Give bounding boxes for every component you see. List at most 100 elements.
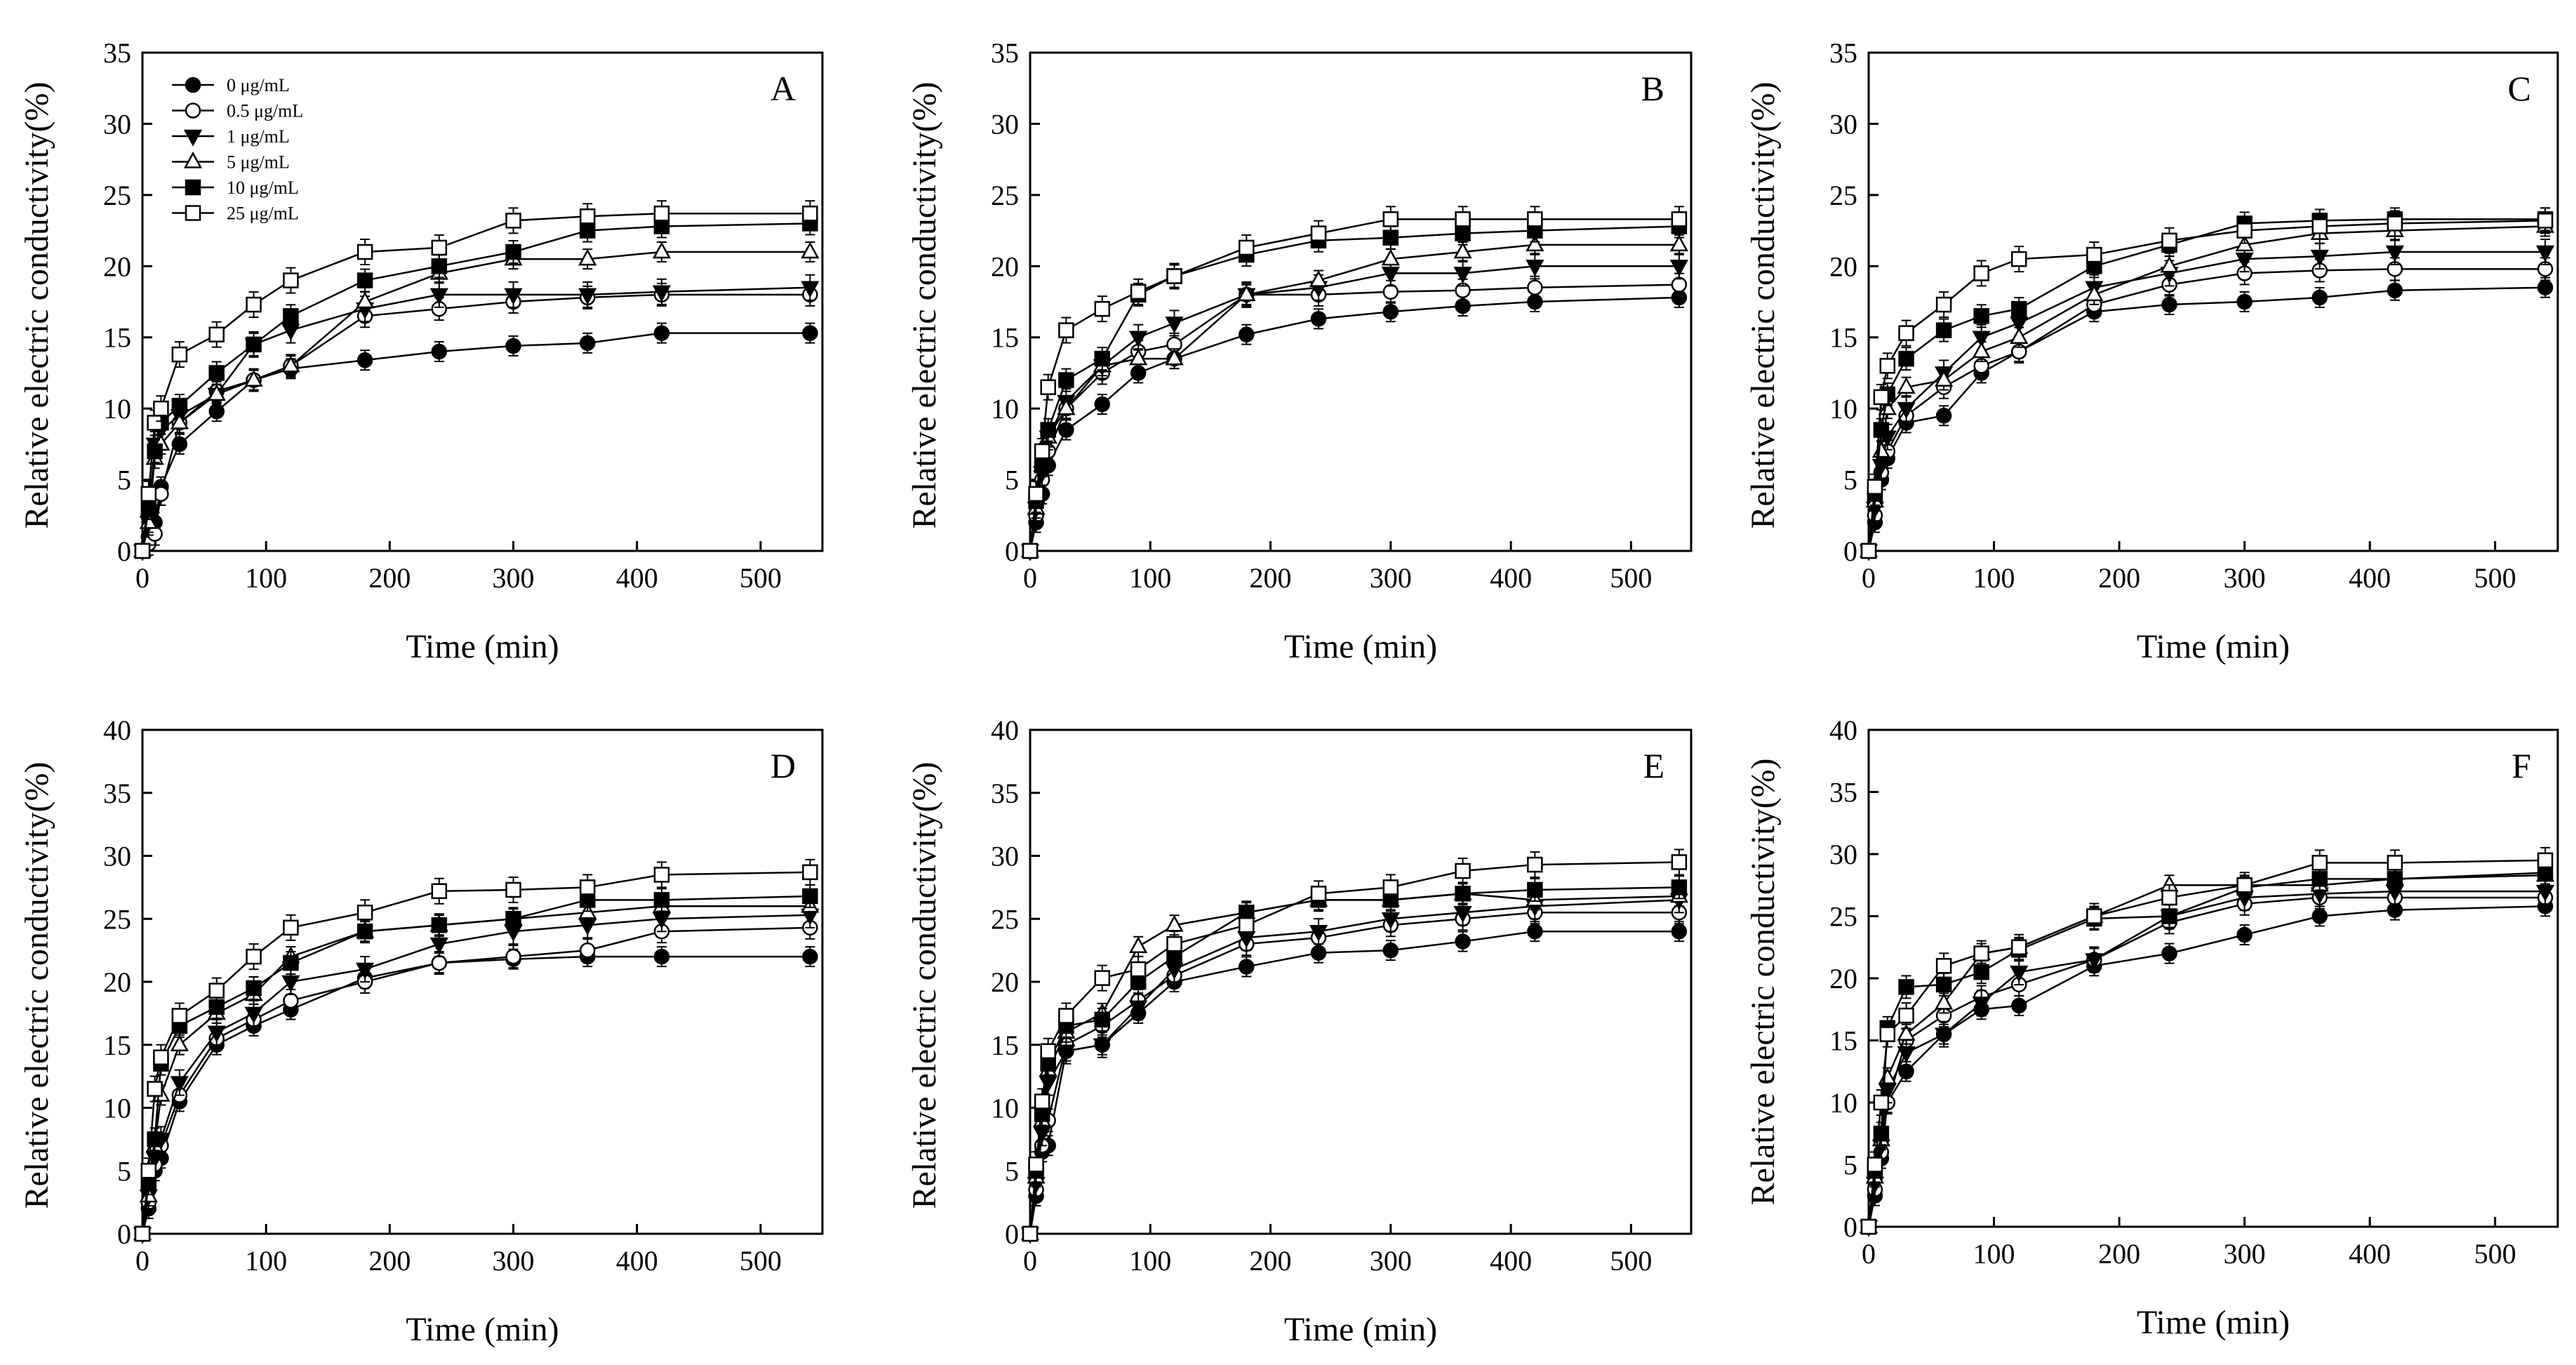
y-tick-label: 25: [1829, 901, 1857, 933]
data-point: [1058, 1008, 1074, 1024]
y-axis-label: Relative electric conductivity(%): [18, 81, 55, 528]
data-point: [431, 258, 448, 274]
series-line: [1867, 905, 2546, 1227]
data-point: [1382, 211, 1399, 227]
legend-marker: [185, 205, 201, 221]
data-point: [1879, 358, 1896, 374]
legend: 0 μg/mL 0.5 μg/mL 1 μg/mL 5 μg/mL 10 μg/mL 25…: [172, 75, 303, 224]
data-point: [2085, 953, 2104, 971]
data-point: [1455, 863, 1471, 879]
x-axis-label: Time (min): [1284, 628, 1437, 665]
y-tick-label: 25: [991, 903, 1019, 935]
legend-entry: 5 μg/mL: [227, 152, 290, 173]
data-point: [1022, 1225, 1039, 1242]
data-point: [1094, 350, 1111, 367]
series-line: [141, 926, 810, 1234]
plot-frame: [141, 728, 824, 1235]
panel-label: D: [770, 746, 796, 785]
data-point: [246, 980, 262, 997]
x-axis-label: Time (min): [406, 1311, 559, 1348]
panel-label: C: [2508, 69, 2531, 108]
data-point: [1382, 942, 1399, 959]
y-tick-label: 15: [1829, 1025, 1857, 1057]
data-point: [1879, 1026, 1896, 1042]
data-point: [580, 879, 596, 895]
data-point: [140, 1163, 157, 1179]
data-point: [244, 1006, 263, 1024]
series-line: [1029, 284, 1679, 552]
data-point: [1129, 1000, 1148, 1018]
data-point: [1034, 443, 1050, 460]
data-point: [653, 867, 670, 883]
data-point: [170, 412, 189, 430]
data-point: [2537, 852, 2554, 869]
y-tick-label: 30: [1829, 839, 1857, 870]
data-point: [504, 288, 523, 305]
data-point: [2011, 300, 2027, 317]
data-point: [652, 241, 672, 259]
series-0: [1860, 895, 2554, 1235]
data-point: [1867, 1157, 1883, 1173]
y-tick-label: 35: [103, 37, 131, 69]
data-point: [1898, 1007, 1914, 1024]
data-point: [1526, 234, 1544, 252]
data-point: [356, 962, 375, 980]
data-point: [2387, 215, 2403, 232]
series-0: [1860, 277, 2554, 559]
data-point: [246, 336, 262, 353]
series-line: [1867, 874, 2546, 1227]
y-axis-label: Relative electric conductivity(%): [906, 81, 943, 528]
y-tick-label: 25: [103, 903, 131, 935]
series-2: [1859, 878, 2555, 1237]
data-point: [1671, 923, 1688, 940]
data-point: [1310, 886, 1327, 902]
data-point: [2011, 939, 2027, 955]
data-point: [1239, 959, 1255, 975]
data-point: [283, 992, 299, 1009]
data-point: [1093, 1038, 1112, 1056]
data-point: [2086, 246, 2102, 263]
data-point: [1671, 854, 1688, 870]
series-3: [1859, 865, 2555, 1234]
data-point: [356, 352, 373, 368]
x-tick-label: 0: [135, 562, 149, 594]
data-point: [653, 205, 670, 222]
y-tick-label: 20: [1829, 963, 1857, 994]
y-tick-label: 20: [991, 966, 1019, 998]
y-tick-label: 30: [991, 108, 1019, 140]
x-tick-label: 100: [245, 1245, 287, 1277]
data-point: [653, 948, 670, 965]
data-point: [1973, 945, 1989, 961]
y-tick-label: 0: [117, 535, 131, 567]
series-line: [141, 332, 810, 552]
data-point: [802, 205, 818, 222]
data-point: [578, 248, 597, 266]
series-2: [1020, 886, 1688, 1244]
series-line: [141, 871, 810, 1234]
x-tick-label: 500: [740, 1245, 782, 1277]
data-point: [2236, 222, 2253, 239]
x-axis-label: Time (min): [2137, 628, 2290, 665]
y-tick-label: 15: [991, 322, 1019, 354]
x-tick-label: 200: [2098, 562, 2140, 594]
data-point: [2387, 282, 2403, 299]
data-point: [2311, 289, 2328, 306]
y-tick-label: 10: [1829, 1087, 1857, 1119]
legend-entry: 25 μg/mL: [227, 204, 299, 224]
data-point: [1094, 396, 1111, 413]
data-point: [1860, 542, 1877, 559]
data-point: [2311, 218, 2328, 234]
data-point: [2236, 926, 2253, 943]
data-point: [1034, 1093, 1050, 1110]
data-point: [283, 954, 299, 971]
y-tick-label: 20: [103, 966, 131, 998]
x-tick-label: 200: [368, 562, 411, 594]
series-4: [1860, 860, 2554, 1235]
data-point: [1455, 211, 1471, 227]
y-tick-label: 20: [103, 251, 131, 282]
series-2: [133, 901, 820, 1244]
y-tick-label: 40: [991, 714, 1019, 746]
series-line: [141, 895, 810, 1234]
data-point: [1310, 225, 1327, 241]
x-tick-label: 0: [1862, 1238, 1876, 1270]
